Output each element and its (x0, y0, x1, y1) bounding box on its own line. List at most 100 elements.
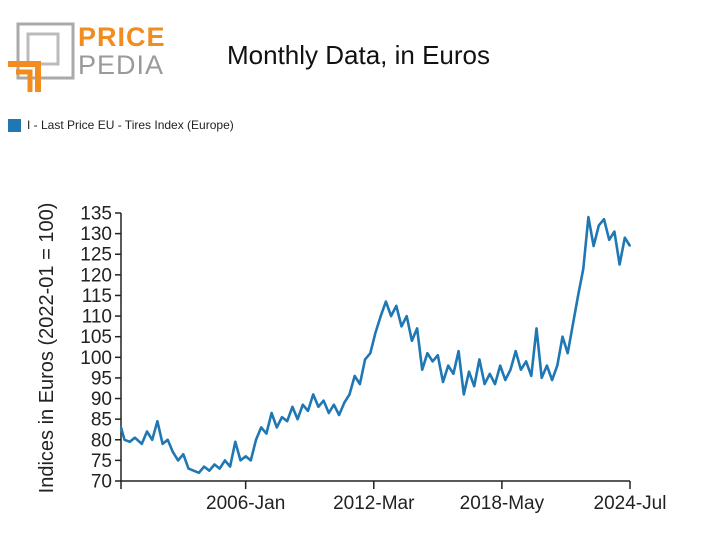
data-point (343, 401, 346, 404)
data-point (244, 455, 247, 458)
data-point (608, 239, 610, 241)
data-point (369, 352, 372, 355)
data-point (302, 403, 304, 406)
data-point (353, 375, 356, 377)
data-point (385, 300, 387, 303)
data-point (328, 412, 330, 414)
data-point (260, 426, 263, 429)
data-point (561, 335, 564, 338)
data-point (411, 340, 413, 342)
data-point (172, 451, 174, 453)
data-point (421, 368, 424, 371)
data-point (442, 381, 444, 383)
y-tick-label: 85 (91, 410, 112, 431)
data-point (405, 315, 408, 317)
logo-mark-icon (8, 22, 75, 92)
data-point (317, 406, 320, 408)
data-point (437, 354, 439, 357)
data-point (457, 350, 460, 352)
data-point (618, 263, 621, 266)
logo-text-price: PRICE (78, 22, 166, 52)
data-point (551, 379, 553, 381)
data-point (390, 315, 392, 317)
data-point (447, 364, 450, 367)
data-point (629, 245, 631, 247)
data-points (120, 216, 631, 474)
data-point (234, 441, 237, 443)
data-point (166, 439, 169, 441)
data-point (556, 364, 559, 367)
pricepedia-logo (6, 22, 166, 92)
data-point (250, 459, 252, 462)
data-point (400, 325, 403, 328)
data-point (192, 469, 195, 472)
y-axis-title: Indices in Euros (2022-01 = 100) (36, 203, 58, 494)
data-point (592, 245, 595, 247)
data-point (338, 414, 340, 416)
data-point (333, 403, 335, 406)
data-point (198, 472, 200, 474)
legend[interactable]: I - Last Price EU - Tires Index (Europe) (8, 118, 234, 132)
data-point (520, 368, 522, 371)
data-point (395, 305, 398, 307)
data-point (348, 393, 351, 396)
data-point (255, 439, 257, 441)
y-tick-label: 105 (80, 327, 112, 348)
data-point (416, 327, 418, 330)
data-point (359, 383, 361, 385)
data-point (483, 383, 486, 385)
data-point (286, 420, 289, 423)
data-point (123, 439, 126, 441)
data-point (151, 439, 153, 441)
legend-label: I - Last Price EU - Tires Index (Europe) (27, 118, 234, 132)
data-point (307, 410, 309, 412)
y-tick-label: 100 (80, 348, 112, 369)
y-tick-label: 70 (91, 472, 112, 493)
data-point (229, 465, 231, 468)
data-point (540, 377, 543, 379)
chart-title: Monthly Data, in Euros (227, 40, 491, 70)
data-point (364, 358, 366, 361)
y-tick-label: 130 (80, 224, 112, 245)
data-point (291, 406, 294, 408)
data-point (146, 430, 148, 433)
data-point (577, 294, 579, 297)
y-tick-label: 120 (80, 265, 112, 286)
data-point (489, 373, 491, 375)
data-point (535, 327, 538, 330)
data-point (587, 216, 590, 218)
y-tick-label: 135 (80, 204, 112, 225)
data-point (494, 383, 496, 385)
data-point (478, 358, 481, 361)
data-point (128, 441, 131, 443)
data-point (379, 315, 382, 317)
x-tick-label: 2006-Jan (206, 493, 285, 514)
data-point (546, 364, 548, 367)
x-tick-label: 2018-May (460, 493, 545, 514)
x-axis: 2006-Jan 2012-Mar 2018-May 2024-Jul (120, 480, 667, 514)
y-tick-label: 75 (91, 451, 112, 472)
x-tick-label: 2012-Mar (333, 493, 415, 514)
data-point (281, 416, 283, 418)
data-point (208, 469, 211, 472)
data-point (582, 267, 585, 270)
data-point (431, 360, 434, 363)
data-point (374, 331, 377, 334)
data-point (203, 465, 205, 468)
data-point (426, 352, 429, 355)
data-point (572, 323, 574, 326)
data-point (187, 467, 190, 470)
x-tick-label: 2024-Jul (594, 493, 667, 514)
data-point (566, 352, 569, 355)
data-point (182, 453, 185, 456)
data-point (463, 393, 465, 396)
data-point (177, 459, 179, 462)
data-point (156, 420, 159, 423)
data-point (134, 436, 136, 439)
y-tick-label: 90 (91, 389, 112, 410)
data-point (218, 467, 221, 470)
data-point (613, 230, 616, 233)
data-point (499, 364, 502, 367)
data-point (239, 459, 242, 462)
